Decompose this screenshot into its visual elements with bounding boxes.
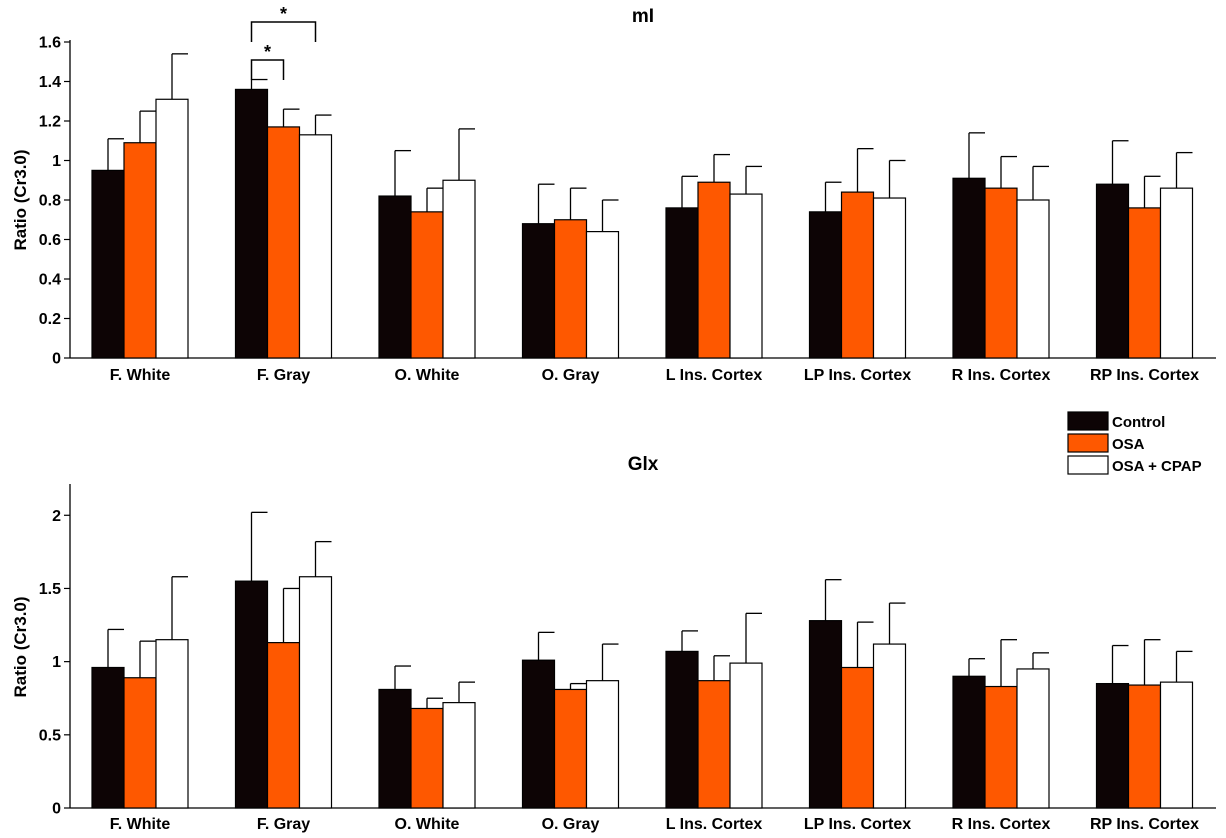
y-tick-label: 1.2 [39, 114, 61, 131]
bar-control-2 [378, 688, 412, 809]
bar-osa-7 [1127, 207, 1162, 359]
bar-osa-cpap-4 [729, 662, 763, 809]
y-tick-label: 1.6 [39, 35, 61, 52]
bar-control-2 [378, 195, 412, 359]
bar-osa-1 [266, 642, 301, 809]
bar-osa-1 [266, 126, 301, 359]
y-tick-label: 0.4 [39, 272, 61, 289]
legend: Control OSA OSA + CPAP [1067, 411, 1202, 475]
bar-control-3 [521, 659, 556, 809]
bar-control-3 [521, 223, 556, 359]
bar-control-5 [808, 211, 843, 359]
bar-osa-cpap-1 [298, 576, 333, 809]
bar-osa-cpap-0 [155, 639, 189, 809]
bar-control-7 [1095, 682, 1130, 809]
category-label: O. White [395, 367, 460, 384]
y-axis-label: Ratio (Cr3.0) [11, 596, 30, 697]
bar-osa-5 [840, 666, 875, 809]
bar-osa-6 [984, 685, 1018, 809]
significance-star: * [264, 42, 271, 62]
bar-control-4 [665, 207, 699, 359]
category-label: O. Gray [542, 816, 600, 833]
y-axis-label: Ratio (Cr3.0) [11, 149, 30, 250]
category-label: O. White [395, 816, 460, 833]
bar-osa-cpap-6 [1016, 199, 1050, 359]
bar-osa-4 [697, 680, 731, 809]
bar-osa-7 [1127, 684, 1162, 809]
y-tick-label: 0 [52, 801, 61, 818]
bar-osa-2 [410, 707, 444, 809]
category-label: F. White [110, 816, 171, 833]
y-tick-label: 0 [52, 351, 61, 368]
category-label: O. Gray [542, 367, 600, 384]
bar-osa-cpap-6 [1016, 668, 1050, 809]
significance-bracket [250, 21, 317, 42]
legend-label: Control [1112, 414, 1165, 431]
bar-control-4 [665, 650, 699, 809]
y-tick-label: 1.4 [39, 74, 61, 91]
chart-panel-glx: Glx Ratio (Cr3.0) 0 0.5 1 1.5 2 F. White F. Gray… [11, 454, 1216, 833]
legend-swatch-control [1067, 411, 1109, 431]
category-label: LP Ins. Cortex [804, 367, 911, 384]
significance-bracket [250, 59, 285, 80]
category-label: RP Ins. Cortex [1090, 367, 1199, 384]
bar-osa-6 [984, 187, 1018, 359]
bar-osa-cpap-7 [1159, 681, 1194, 809]
bar-control-1 [234, 580, 269, 809]
category-label: R Ins. Cortex [952, 367, 1051, 384]
y-tick-label: 0.6 [39, 232, 61, 249]
bar-osa-3 [553, 688, 588, 809]
bar-osa-cpap-4 [729, 193, 763, 359]
category-label: F. Gray [257, 367, 310, 384]
bar-osa-cpap-0 [155, 98, 189, 359]
bar-control-7 [1095, 183, 1130, 359]
y-tick-label: 1 [52, 153, 61, 170]
legend-swatch-osa [1067, 433, 1109, 453]
chart-title: Glx [628, 454, 659, 475]
bar-osa-2 [410, 211, 444, 359]
bar-control-1 [234, 88, 269, 359]
y-tick-label: 0.8 [39, 193, 61, 210]
y-tick-label: 0.2 [39, 311, 61, 328]
category-label: F. Gray [257, 816, 310, 833]
chart-panel-mi: mI Ratio (Cr3.0) 0 0.2 0.4 0.6 0.8 1 1.2 1.4 1.6 F.… [11, 4, 1216, 384]
category-label: L Ins. Cortex [666, 816, 763, 833]
bar-control-5 [808, 620, 843, 809]
bar-osa-cpap-5 [872, 197, 907, 359]
bar-control-6 [952, 675, 986, 809]
bar-control-0 [91, 666, 125, 809]
significance-star: * [280, 4, 287, 24]
category-label: F. White [110, 367, 171, 384]
category-label: R Ins. Cortex [952, 816, 1051, 833]
category-label: L Ins. Cortex [666, 367, 763, 384]
bar-osa-cpap-3 [585, 680, 620, 809]
y-tick-label: 1.5 [39, 581, 61, 598]
bar-osa-3 [553, 219, 588, 359]
bar-osa-cpap-1 [298, 134, 333, 359]
y-tick-label: 0.5 [39, 727, 61, 744]
category-label: RP Ins. Cortex [1090, 816, 1199, 833]
bar-osa-5 [840, 191, 875, 359]
bar-osa-cpap-2 [442, 702, 476, 809]
legend-label: OSA [1112, 436, 1145, 453]
bar-osa-0 [123, 142, 157, 359]
y-tick-label: 1 [52, 654, 61, 671]
bar-osa-cpap-3 [585, 231, 620, 359]
bar-osa-cpap-5 [872, 643, 907, 809]
bar-osa-0 [123, 677, 157, 809]
bar-osa-cpap-7 [1159, 187, 1194, 359]
bar-control-6 [952, 177, 986, 359]
category-label: LP Ins. Cortex [804, 816, 911, 833]
legend-label: OSA + CPAP [1112, 458, 1202, 475]
chart-title: mI [632, 6, 654, 27]
bar-control-0 [91, 169, 125, 359]
y-tick-label: 2 [52, 508, 61, 525]
bar-osa-4 [697, 181, 731, 359]
legend-swatch-osa-cpap [1067, 455, 1109, 475]
bar-osa-cpap-2 [442, 179, 476, 359]
